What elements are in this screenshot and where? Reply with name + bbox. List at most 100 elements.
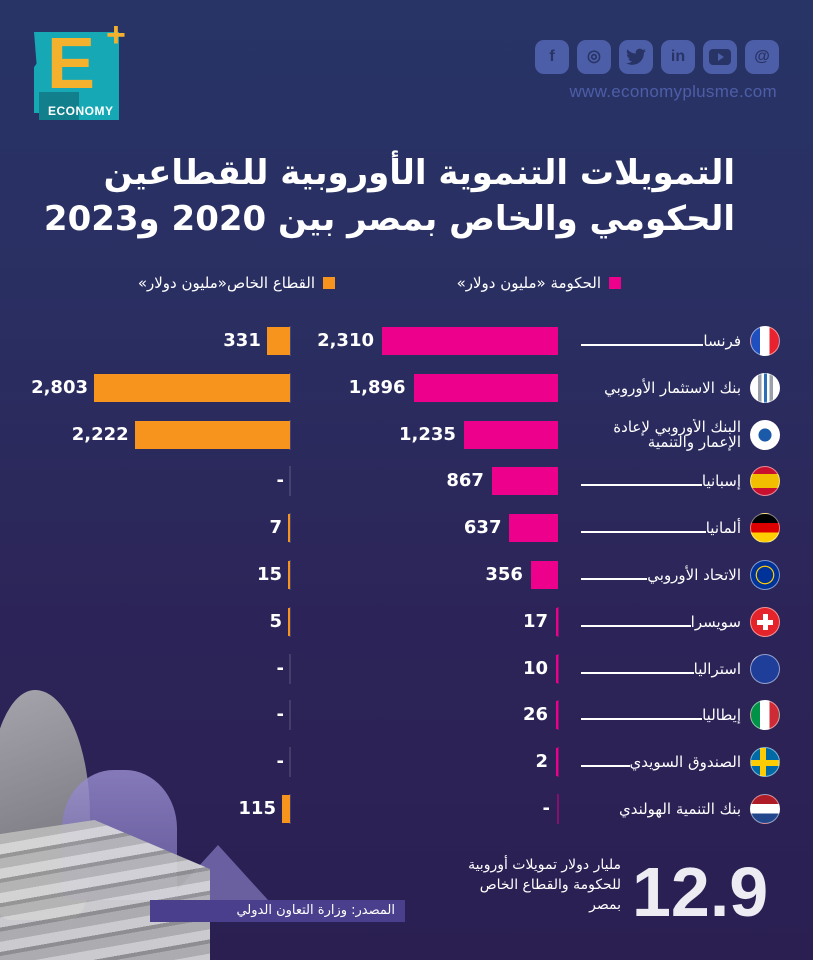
bar-private[interactable] bbox=[281, 795, 290, 823]
logo-plus-icon: + bbox=[106, 16, 126, 54]
italy-flag-icon bbox=[750, 700, 780, 730]
spain-flag-icon bbox=[750, 466, 780, 496]
australia-flag-icon bbox=[750, 654, 780, 684]
value-label-government: 867 bbox=[446, 470, 484, 491]
value-label-government: 2,310 bbox=[317, 330, 374, 351]
cash-stacks-image bbox=[0, 820, 210, 960]
category-label: استراليا bbox=[571, 653, 741, 685]
bar-government[interactable] bbox=[556, 608, 558, 636]
legend-swatch-private bbox=[323, 277, 335, 289]
bar-government[interactable] bbox=[556, 655, 558, 683]
category-label: بنك الاستثمار الأوروبي bbox=[571, 372, 741, 404]
value-label-private: - bbox=[276, 658, 284, 679]
social-links: f ◎ in @ bbox=[535, 40, 779, 74]
label-kashida-line bbox=[581, 344, 704, 346]
economy-plus-logo: E + ECONOMY bbox=[34, 18, 130, 122]
total-description-line-1: مليار دولار تمويلات أوروبية bbox=[468, 857, 621, 873]
private-axis-tick bbox=[289, 513, 291, 543]
value-label-private: 5 bbox=[269, 611, 282, 632]
total-description: مليار دولار تمويلات أوروبية للحكومة والق… bbox=[411, 855, 621, 915]
value-label-private: 7 bbox=[269, 517, 282, 538]
bar-government[interactable] bbox=[382, 327, 558, 355]
government-axis-tick bbox=[557, 654, 559, 684]
private-axis-tick bbox=[289, 466, 291, 496]
bar-private[interactable] bbox=[134, 421, 290, 449]
instagram-icon[interactable]: ◎ bbox=[577, 40, 611, 74]
category-label: فرنسا bbox=[571, 325, 741, 357]
category-label-text: البنك الأوروبي لإعادة الإعمار والتنمية bbox=[613, 419, 741, 451]
youtube-icon[interactable] bbox=[703, 40, 737, 74]
government-axis-tick bbox=[557, 700, 559, 730]
category-label-text: ألمانيا bbox=[705, 518, 741, 537]
value-label-government: 2 bbox=[535, 751, 548, 772]
bar-private[interactable] bbox=[288, 514, 290, 542]
government-axis-tick bbox=[557, 794, 559, 824]
bar-private[interactable] bbox=[266, 327, 290, 355]
bar-private[interactable] bbox=[288, 608, 290, 636]
bar-private[interactable] bbox=[94, 374, 290, 402]
category-label: إيطاليا bbox=[571, 699, 741, 731]
category-label-text: إيطاليا bbox=[702, 705, 741, 724]
legend-private: القطاع الخاص«مليون دولار» bbox=[138, 272, 335, 294]
bar-government[interactable] bbox=[556, 748, 558, 776]
facebook-icon[interactable]: f bbox=[535, 40, 569, 74]
value-label-private: 115 bbox=[238, 798, 276, 819]
label-kashida-line bbox=[580, 484, 702, 486]
bar-government[interactable] bbox=[413, 374, 558, 402]
value-label-government: - bbox=[542, 798, 550, 819]
category-label: ألمانيا bbox=[571, 512, 741, 544]
legend-label-government: الحكومة «مليون دولار» bbox=[456, 274, 601, 292]
bar-government[interactable] bbox=[530, 561, 558, 589]
eib-logo-icon bbox=[750, 373, 780, 403]
label-kashida-line bbox=[581, 718, 703, 720]
private-axis-tick bbox=[289, 654, 291, 684]
value-label-private: 2,803 bbox=[31, 377, 88, 398]
title-line-2: الحكومي والخاص بمصر بين 2020 و2023 bbox=[43, 199, 736, 239]
chart-title: التمويلات التنموية الأوروبية للقطاعين ال… bbox=[43, 150, 736, 242]
private-axis-tick bbox=[289, 607, 291, 637]
legend-government: الحكومة «مليون دولار» bbox=[457, 272, 621, 294]
category-label-text: بنك التنمية الهولندي bbox=[618, 799, 741, 818]
value-label-private: 331 bbox=[223, 330, 261, 351]
label-kashida-line bbox=[580, 672, 694, 674]
website-link[interactable]: www.economyplusme.com bbox=[569, 82, 777, 101]
private-axis-tick bbox=[289, 700, 291, 730]
private-axis-tick bbox=[289, 420, 291, 450]
linkedin-icon[interactable]: in bbox=[661, 40, 695, 74]
bar-private[interactable] bbox=[288, 561, 290, 589]
bar-government[interactable] bbox=[509, 514, 558, 542]
label-kashida-line bbox=[580, 765, 630, 767]
switzerland-flag-icon bbox=[750, 607, 780, 637]
label-kashida-line bbox=[580, 625, 691, 627]
value-label-government: 356 bbox=[485, 564, 523, 585]
private-axis-tick bbox=[289, 373, 291, 403]
value-label-government: 17 bbox=[522, 611, 548, 632]
twitter-icon[interactable] bbox=[619, 40, 653, 74]
category-label: سويسرا bbox=[571, 606, 741, 638]
category-label-text: بنك الاستثمار الأوروبي bbox=[604, 378, 741, 397]
logo-text: ECONOMY bbox=[48, 104, 114, 118]
threads-icon[interactable]: @ bbox=[745, 40, 779, 74]
eu-flag-icon bbox=[750, 560, 780, 590]
value-label-government: 10 bbox=[522, 658, 548, 679]
logo-shadow bbox=[39, 92, 79, 120]
bar-government[interactable] bbox=[491, 467, 558, 495]
value-label-government: 1,896 bbox=[348, 377, 406, 398]
netherlands-flag-icon bbox=[750, 794, 780, 824]
category-label-text: الاتحاد الأوروبي bbox=[647, 565, 741, 584]
category-label-text: سويسرا bbox=[690, 612, 741, 631]
value-label-private: - bbox=[276, 751, 284, 772]
private-axis-tick bbox=[289, 747, 291, 777]
logo-letter: E bbox=[47, 24, 96, 104]
government-axis-tick bbox=[557, 607, 559, 637]
title-line-1: التمويلات التنموية الأوروبية للقطاعين bbox=[103, 153, 736, 193]
ebrd-logo-icon bbox=[750, 420, 780, 450]
legend-label-private: القطاع الخاص«مليون دولار» bbox=[137, 274, 315, 292]
bar-government[interactable] bbox=[556, 701, 558, 729]
value-label-government: 1,235 bbox=[398, 424, 456, 445]
bar-government[interactable] bbox=[463, 421, 558, 449]
category-label: بنك التنمية الهولندي bbox=[571, 793, 741, 825]
label-kashida-line bbox=[580, 531, 706, 533]
total-description-line-3: بمصر bbox=[589, 897, 621, 913]
